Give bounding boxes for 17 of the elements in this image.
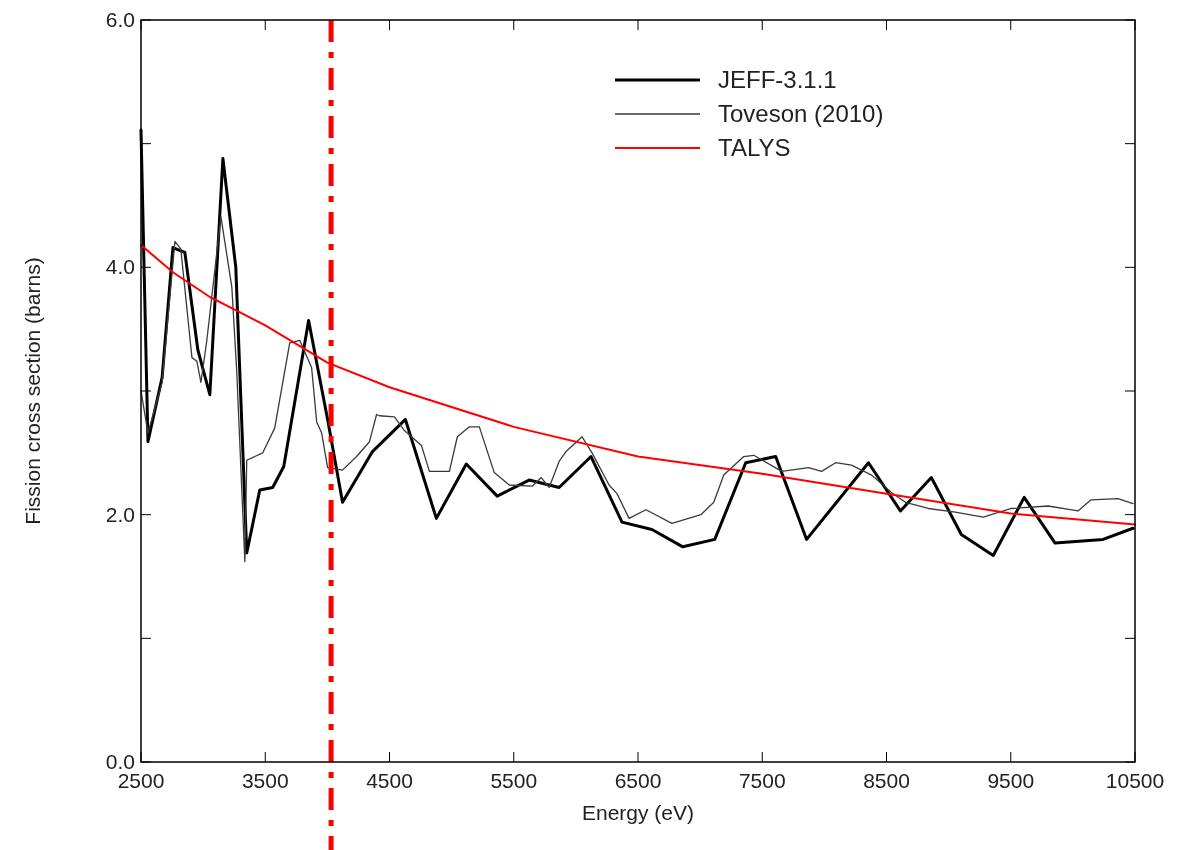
x-tick-label: 9500 [987,769,1035,792]
y-tick-label: 2.0 [105,502,135,526]
x-tick-label: 4500 [366,769,413,792]
x-tick-label: 5500 [490,769,538,792]
y-axis-title: Fission cross section (barns) [21,257,44,525]
y-tick-label: 6.0 [105,8,135,31]
line-series [140,215,1134,563]
x-tick-label: 8500 [863,769,910,792]
x-tick-label: 6500 [614,769,662,792]
legend-label: TALYS [718,134,791,161]
x-axis-title: Energy (eV) [581,801,695,824]
x-tick-label: 7500 [738,769,786,792]
legend-label: JEFF-3.1.1 [718,66,837,93]
y-tick-label: 4.0 [105,255,135,279]
x-tick-label: 3500 [241,769,289,792]
legend-label: Toveson (2010) [718,100,884,127]
x-tick-label: 10500 [1105,769,1165,792]
